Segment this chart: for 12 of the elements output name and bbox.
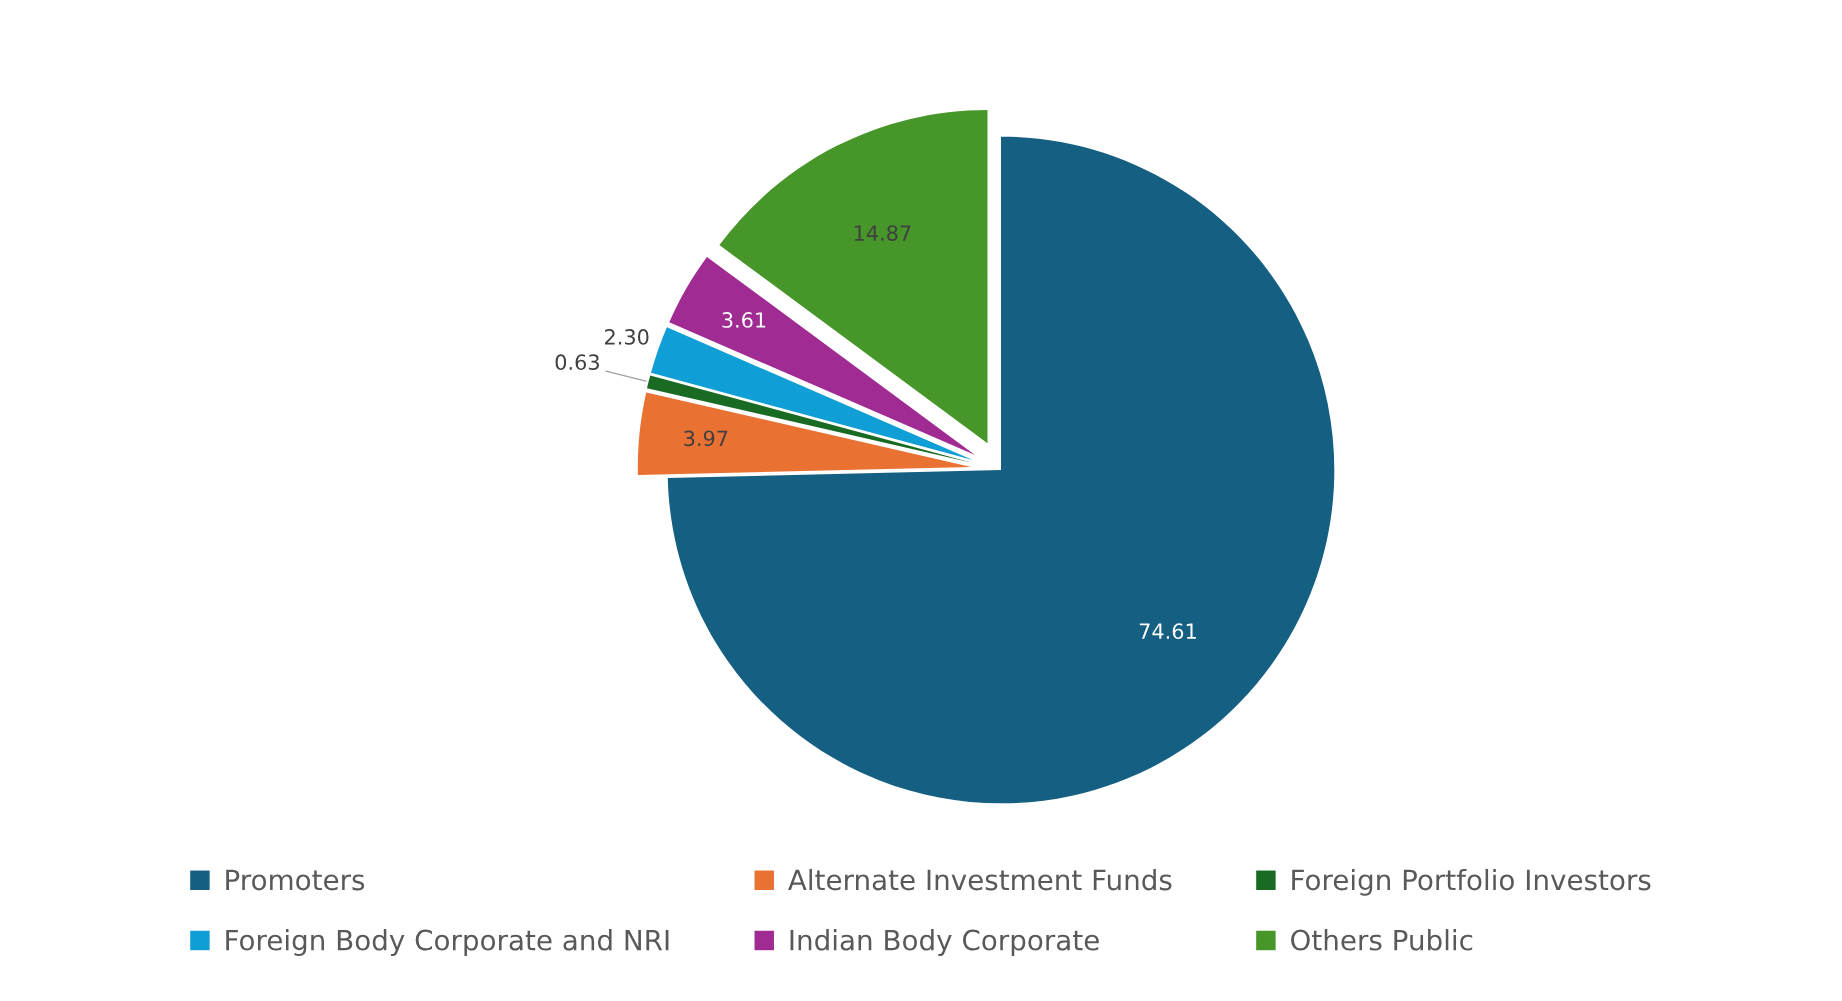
legend-label: Others Public: [1291, 929, 1473, 951]
data-label: 3.97: [684, 430, 728, 447]
data-label: 3.61: [722, 312, 766, 328]
legend-label: Foreign Body Corporate and NRI: [226, 929, 669, 956]
data-label: 14.87: [854, 225, 911, 241]
legend-label: Promoters: [226, 869, 365, 891]
data-label: 0.63: [555, 354, 599, 371]
legend-label: Indian Body Corporate: [790, 929, 1099, 956]
legend-label: Foreign Portfolio Investors: [1292, 868, 1651, 896]
data-label: 2.30: [605, 329, 649, 345]
data-label: 74.61: [1139, 623, 1196, 640]
legend-label: Alternate Investment Funds: [788, 868, 1172, 891]
